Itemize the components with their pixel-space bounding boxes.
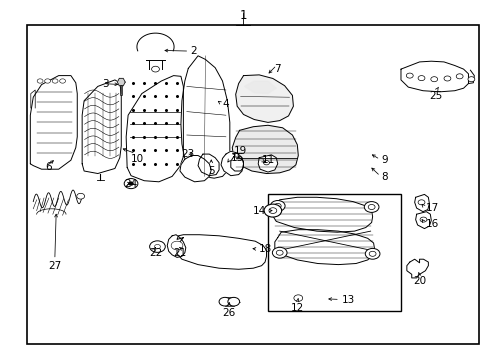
Circle shape <box>417 76 424 81</box>
Polygon shape <box>198 154 219 176</box>
Circle shape <box>77 193 84 199</box>
Polygon shape <box>126 76 183 182</box>
Text: 9: 9 <box>381 155 387 165</box>
Circle shape <box>128 182 133 185</box>
Text: 17: 17 <box>425 203 438 213</box>
Circle shape <box>272 247 286 258</box>
Polygon shape <box>82 80 121 174</box>
Polygon shape <box>235 75 293 122</box>
Bar <box>267 194 400 311</box>
Polygon shape <box>117 78 125 86</box>
Circle shape <box>367 204 374 210</box>
Circle shape <box>219 297 230 306</box>
Text: 5: 5 <box>207 166 214 176</box>
Text: 2: 2 <box>190 46 197 56</box>
Text: 19: 19 <box>233 146 246 156</box>
Circle shape <box>263 161 269 165</box>
Text: 3: 3 <box>102 78 108 89</box>
Text: 27: 27 <box>48 261 61 271</box>
Text: 4: 4 <box>222 99 229 109</box>
Polygon shape <box>400 61 468 92</box>
Circle shape <box>268 208 276 213</box>
Circle shape <box>430 77 437 82</box>
Circle shape <box>124 179 138 189</box>
Text: 6: 6 <box>45 162 52 172</box>
Circle shape <box>364 202 378 212</box>
Polygon shape <box>244 81 276 94</box>
Polygon shape <box>177 235 266 269</box>
Text: 1: 1 <box>239 9 246 22</box>
Circle shape <box>276 250 283 255</box>
Polygon shape <box>406 259 427 278</box>
Circle shape <box>365 248 379 259</box>
Text: 15: 15 <box>230 153 244 163</box>
Circle shape <box>154 244 160 249</box>
Circle shape <box>264 204 281 217</box>
Circle shape <box>37 79 43 83</box>
Circle shape <box>368 251 375 256</box>
Text: 25: 25 <box>428 91 442 101</box>
Polygon shape <box>30 76 77 169</box>
Polygon shape <box>415 212 430 229</box>
Circle shape <box>293 295 302 301</box>
Polygon shape <box>312 288 337 310</box>
Text: 12: 12 <box>290 303 304 313</box>
Circle shape <box>443 76 450 81</box>
Polygon shape <box>414 194 428 212</box>
Text: 16: 16 <box>425 219 438 229</box>
Text: 24: 24 <box>124 179 138 189</box>
Circle shape <box>227 297 239 306</box>
Polygon shape <box>288 290 308 307</box>
Polygon shape <box>272 197 372 232</box>
Polygon shape <box>258 155 277 172</box>
Polygon shape <box>221 151 243 176</box>
Text: 14: 14 <box>253 206 266 216</box>
Polygon shape <box>167 235 185 257</box>
Circle shape <box>171 241 183 250</box>
Polygon shape <box>180 156 211 182</box>
Polygon shape <box>230 157 243 171</box>
Circle shape <box>44 79 50 83</box>
Circle shape <box>52 79 58 83</box>
Circle shape <box>417 200 424 205</box>
Circle shape <box>455 74 462 79</box>
Circle shape <box>149 241 165 252</box>
Polygon shape <box>137 33 174 60</box>
Text: 21: 21 <box>173 248 186 258</box>
Text: 13: 13 <box>341 294 354 305</box>
Polygon shape <box>274 230 374 265</box>
Text: 10: 10 <box>130 154 143 164</box>
Circle shape <box>419 217 426 222</box>
Circle shape <box>270 201 285 211</box>
Circle shape <box>60 79 65 83</box>
Bar <box>27 25 478 344</box>
Circle shape <box>274 203 281 208</box>
Text: 11: 11 <box>261 155 274 165</box>
Text: 20: 20 <box>412 276 425 287</box>
Polygon shape <box>232 125 298 174</box>
Text: 7: 7 <box>274 64 281 74</box>
Text: 22: 22 <box>148 248 162 258</box>
Text: 18: 18 <box>259 244 272 254</box>
Text: 26: 26 <box>222 308 235 318</box>
Circle shape <box>406 73 412 78</box>
Text: 23: 23 <box>181 149 195 159</box>
Polygon shape <box>181 56 229 178</box>
Circle shape <box>151 66 159 72</box>
Text: 8: 8 <box>381 172 387 182</box>
Circle shape <box>467 77 474 82</box>
